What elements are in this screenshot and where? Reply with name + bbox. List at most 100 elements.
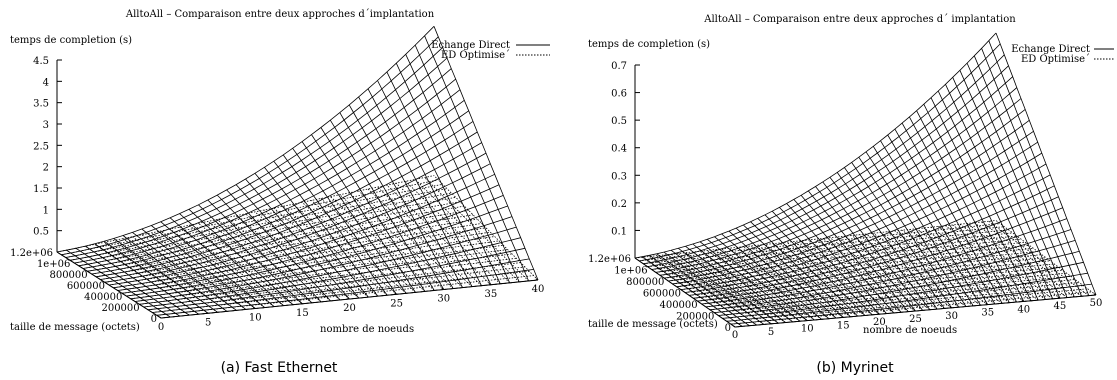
legend-label-echange-direct: Echange Direct: [1011, 44, 1090, 55]
surface-ed-optimise-col: [160, 230, 265, 308]
surface-echange-direct-col: [264, 167, 369, 298]
y-tick-label: 1.2e+06: [10, 248, 53, 259]
x-tick-mark: [768, 322, 772, 325]
z-tick-label: 0.6: [611, 89, 627, 100]
surface-echange-direct-col: [872, 146, 974, 307]
surface-echange-direct-col: [216, 194, 322, 303]
z-tick-label: 1.5: [33, 184, 49, 195]
surface-echange-direct-col: [226, 189, 331, 302]
surface-echange-direct-col: [339, 112, 445, 290]
x-tick-mark: [804, 318, 808, 322]
surface-echange-direct-col: [320, 127, 426, 292]
surface-echange-direct-col: [198, 204, 303, 305]
surface-echange-direct-col: [858, 156, 960, 308]
surface-ed-optimise-col: [706, 250, 808, 321]
legend: Echange Direct ED Optimise´: [431, 40, 550, 61]
surface-echange-direct-col: [800, 195, 902, 313]
surface-ed-optimise-col: [663, 254, 765, 325]
x-tick-label: 25: [390, 298, 403, 309]
surface-echange-direct-col: [207, 199, 313, 304]
z-axis-label: temps de completion (s): [588, 39, 710, 50]
z-axis-label: temps de completion (s): [10, 35, 132, 46]
x-axis-label: nombre de noeuds: [863, 325, 957, 336]
surface-echange-direct-col: [358, 96, 463, 288]
surface-echange-direct-col: [329, 119, 435, 291]
surface-ed-optimise-col: [311, 200, 416, 293]
surface-echange-direct-col: [292, 148, 397, 295]
x-tick-label: 15: [296, 308, 309, 319]
surface-ed-optimise-col: [873, 232, 974, 307]
surface-echange-direct-col: [916, 110, 1017, 303]
surface-echange-direct-col: [894, 128, 996, 305]
surface-ed-optimise-row: [108, 227, 487, 286]
surface-ed-optimise-col: [829, 237, 931, 311]
tick-labels: 0 5 10 15 20 25 30 35 40 45 50 0 2000004000006000008…: [588, 61, 1102, 341]
surface-ed-optimise-row: [718, 282, 1080, 316]
surface-echange-direct-col: [728, 230, 830, 320]
surface-ed-optimise-row: [647, 229, 1009, 267]
surface-ed-optimise-row: [104, 223, 482, 283]
x-tick-mark: [441, 287, 445, 290]
x-tick-mark: [488, 283, 492, 286]
z-tick-label: 3.5: [33, 99, 49, 110]
x-tick-mark: [300, 302, 303, 305]
z-tick-label: 4: [43, 77, 49, 88]
legend: Echange Direct ED Optimise´: [1011, 44, 1114, 65]
surface-echange-direct-col: [113, 238, 218, 313]
y-tick-label: 200000: [101, 303, 139, 314]
y-tick-label: 800000: [626, 277, 664, 288]
surface-echange-direct-col: [414, 44, 520, 283]
surface-echange-direct-col: [692, 243, 794, 323]
surface-echange-direct-col: [880, 140, 981, 306]
surface-ed-optimise-row: [56, 175, 435, 253]
x-tick-mark: [732, 325, 736, 328]
chart-title: AlltoAll – Comparaison entre deux approc…: [125, 9, 435, 20]
surface-echange-direct-col: [424, 35, 529, 282]
y-tick-label: 1e+06: [37, 259, 70, 270]
y-tick-label: 600000: [643, 289, 681, 300]
surface-echange-direct-col: [706, 238, 808, 321]
x-tick-label: 10: [801, 324, 814, 335]
x-tick-label: 0: [158, 322, 164, 333]
surface-ed-optimise-row: [82, 201, 461, 269]
surface-ed-optimise-row: [78, 196, 456, 267]
surface-ed-optimise-col: [916, 228, 1017, 303]
surface-ed-optimise-col: [887, 231, 988, 305]
y-axis-label: taille de message (octets): [10, 322, 140, 333]
surface-echange-direct-col: [151, 225, 256, 309]
surface-echange-direct-col: [649, 254, 750, 327]
surface-echange-direct-row: [56, 26, 435, 253]
surface-echange-direct-col: [829, 177, 931, 310]
surface-echange-direct-col: [981, 48, 1082, 297]
surface-ed-optimise-row: [113, 231, 491, 289]
caption: (a) Fast Ethernet: [221, 360, 338, 376]
surface-ed-optimise-col: [649, 256, 750, 327]
y-tick-label: 200000: [676, 312, 714, 323]
y-tick-label: 800000: [49, 270, 87, 281]
surface-echange-direct-col: [66, 249, 171, 318]
surface-echange-direct-col: [901, 122, 1003, 304]
surface-echange-direct-col: [836, 172, 938, 310]
x-tick-mark: [1093, 293, 1097, 296]
surface-echange-direct-col: [94, 243, 199, 315]
surface-echange-direct-col: [793, 199, 895, 314]
y-tick-label: 400000: [84, 292, 122, 303]
surface-echange-direct-col: [815, 186, 916, 312]
surface-echange-direct-col: [670, 249, 772, 325]
z-tick-label: 0.4: [611, 144, 627, 155]
surface-echange-direct-col: [952, 77, 1054, 299]
surface-ed-optimise-col: [764, 244, 866, 316]
surface-echange-direct-col: [995, 32, 1097, 296]
z-tick-label: 0.5: [611, 116, 627, 127]
x-tick-label: 10: [249, 313, 262, 324]
x-tick-label: 20: [873, 317, 886, 328]
surface-echange-direct-col: [966, 62, 1068, 298]
surface-ed-optimise-col: [656, 255, 757, 326]
surface-ed-optimise-col: [282, 205, 388, 296]
surface-ed-optimise-col: [894, 230, 996, 305]
surface-echange-direct-col: [721, 233, 822, 320]
surface-echange-direct-col: [433, 26, 539, 281]
z-tick-label: 4.5: [33, 56, 49, 67]
x-tick-mark: [985, 302, 988, 306]
